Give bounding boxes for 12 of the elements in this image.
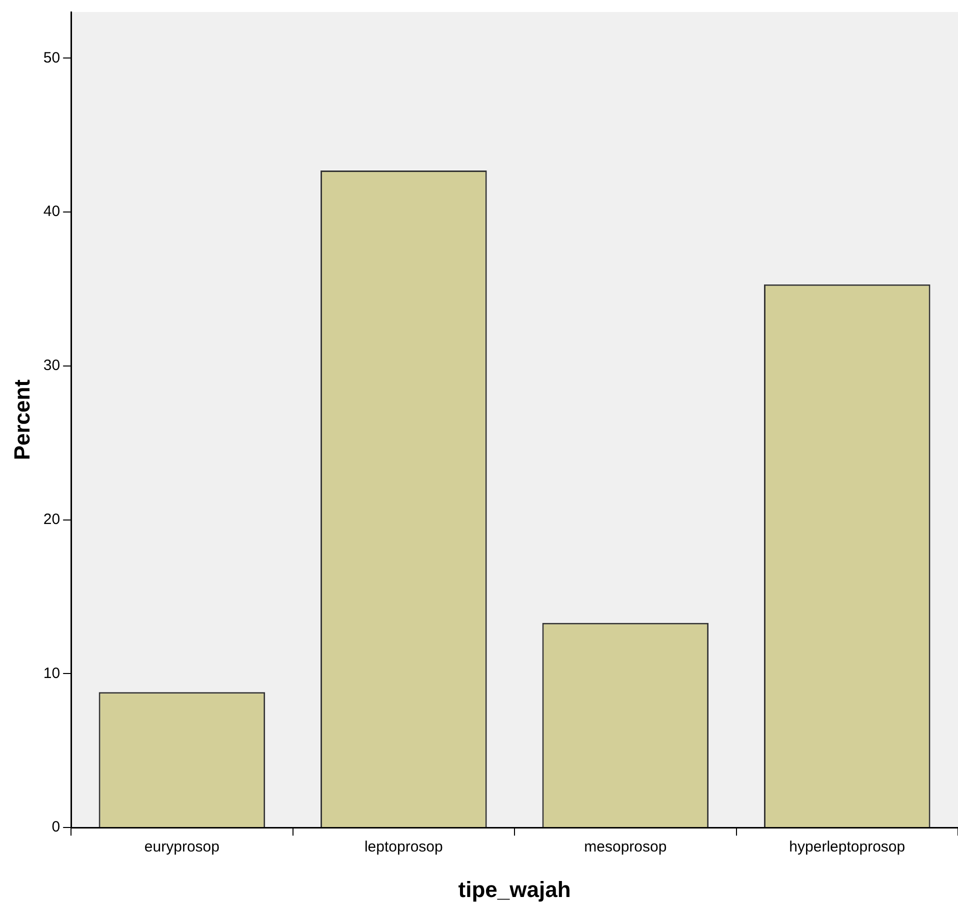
- x-tick-label: euryprosop: [144, 838, 220, 856]
- x-tick-label: mesoprosop: [584, 838, 667, 856]
- x-axis-title: tipe_wajah: [458, 876, 571, 902]
- x-tick-label: leptoprosop: [364, 838, 443, 856]
- y-tick-label: 0: [52, 818, 60, 836]
- y-tick-label: 20: [43, 510, 60, 528]
- y-tick-label: 30: [43, 357, 60, 374]
- x-tick-label: hyperleptoprosop: [789, 838, 906, 856]
- y-axis-title: Percent: [9, 378, 34, 460]
- y-tick-label: 10: [43, 664, 60, 682]
- y-tick-label: 50: [43, 49, 60, 66]
- y-tick-label: 40: [43, 203, 60, 220]
